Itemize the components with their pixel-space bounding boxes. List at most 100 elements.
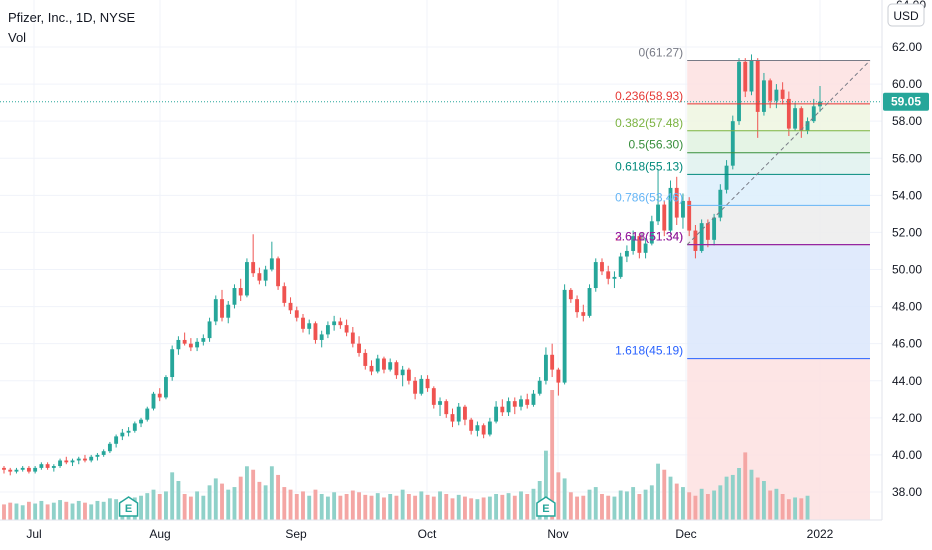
volume-bar bbox=[51, 502, 56, 520]
volume-bar bbox=[662, 469, 667, 520]
candle-body bbox=[487, 421, 492, 435]
candle-body bbox=[500, 406, 505, 413]
volume-bar bbox=[749, 469, 754, 520]
candle-body bbox=[307, 323, 312, 329]
candle-body bbox=[226, 304, 231, 318]
price-axis[interactable]: 38.00 40.00 42.00 44.00 46.00 48.00 50.00 52.00… bbox=[892, 40, 922, 499]
candle-body bbox=[251, 262, 256, 274]
currency-button[interactable]: USD bbox=[887, 3, 925, 27]
time-tick-label: Nov bbox=[547, 527, 568, 541]
grid bbox=[0, 0, 882, 520]
candle-body bbox=[301, 317, 305, 329]
candle-body bbox=[350, 332, 355, 344]
candle-body bbox=[724, 165, 729, 190]
candle-body bbox=[519, 399, 523, 407]
candle-body bbox=[450, 414, 455, 422]
candle-body bbox=[481, 425, 486, 435]
candlesticks bbox=[2, 54, 822, 476]
candle-body bbox=[176, 339, 181, 350]
fib-level-label: 1.618(45.19) bbox=[615, 344, 683, 358]
candle-body bbox=[132, 423, 137, 431]
time-tick-label: Dec bbox=[675, 527, 696, 541]
volume-bar bbox=[668, 476, 673, 520]
candle-body bbox=[637, 236, 642, 253]
candle-body bbox=[245, 262, 249, 296]
candle-body bbox=[157, 393, 162, 398]
volume-bar bbox=[20, 505, 25, 520]
volume-bar bbox=[375, 493, 380, 520]
candle-body bbox=[593, 262, 598, 289]
volume-bar bbox=[481, 497, 486, 520]
volume-bar bbox=[618, 490, 623, 520]
volume-bar bbox=[288, 489, 293, 520]
volume-bar bbox=[543, 450, 548, 520]
volume-bar bbox=[282, 487, 287, 520]
volume-bar bbox=[145, 493, 150, 520]
candle-body bbox=[170, 349, 175, 378]
volume-bar bbox=[195, 491, 200, 520]
volume-bar bbox=[276, 474, 281, 520]
candle-body bbox=[780, 89, 785, 99]
candle-body bbox=[587, 288, 592, 316]
candle-body bbox=[556, 369, 561, 383]
candle-body bbox=[126, 430, 131, 433]
candle-body bbox=[805, 121, 810, 131]
candle-body bbox=[768, 80, 773, 101]
volume-bar bbox=[58, 500, 62, 520]
candle-body bbox=[631, 236, 636, 251]
candle-body bbox=[139, 419, 143, 424]
candle-body bbox=[749, 59, 754, 92]
volume-bar bbox=[251, 469, 256, 520]
volume-bar bbox=[487, 496, 492, 520]
price-tick-label: 54.00 bbox=[892, 188, 922, 202]
volume-bar bbox=[83, 502, 87, 520]
volume-bar bbox=[687, 492, 692, 520]
candle-body bbox=[494, 406, 499, 422]
volume-bar bbox=[363, 494, 368, 520]
volume-bar bbox=[294, 494, 299, 520]
candle-body bbox=[687, 200, 692, 231]
fib-band bbox=[687, 60, 870, 104]
volume-bar bbox=[494, 494, 499, 520]
price-tick-label: 40.00 bbox=[892, 448, 922, 462]
candle-body bbox=[294, 310, 299, 318]
candle-body bbox=[456, 406, 461, 422]
volume-bar bbox=[319, 494, 324, 520]
volume-bar bbox=[631, 487, 636, 520]
candle-body bbox=[164, 377, 168, 398]
volume-bar bbox=[550, 390, 555, 520]
candle-body bbox=[76, 458, 81, 461]
candle-body bbox=[313, 323, 318, 340]
time-axis[interactable]: Jul Aug Sep Oct Nov Dec 2022 bbox=[26, 527, 833, 541]
volume-bar bbox=[182, 494, 187, 520]
volume-bar bbox=[519, 491, 523, 520]
candle-body bbox=[730, 121, 735, 166]
candle-body bbox=[600, 262, 604, 272]
candle-body bbox=[51, 466, 56, 468]
volume-bar bbox=[705, 494, 710, 520]
volume-bar bbox=[45, 504, 50, 520]
volume-bar bbox=[575, 496, 579, 520]
candle-body bbox=[419, 378, 424, 394]
candle-body bbox=[83, 458, 87, 461]
candle-body bbox=[107, 443, 112, 452]
candle-body bbox=[581, 312, 586, 316]
currency-label: USD bbox=[893, 9, 919, 23]
candle-body bbox=[363, 352, 368, 366]
candle-body bbox=[400, 369, 405, 376]
volume-bar bbox=[413, 495, 418, 520]
earnings-label: E bbox=[542, 503, 549, 515]
candle-body bbox=[394, 362, 399, 376]
volume-bar bbox=[257, 481, 262, 520]
volume-bar bbox=[450, 498, 455, 520]
fibonacci-retracement[interactable] bbox=[687, 60, 870, 520]
volume-bar bbox=[531, 488, 536, 520]
price-tick-label: 62.00 bbox=[892, 40, 922, 54]
fib-band bbox=[687, 358, 870, 520]
candle-body bbox=[712, 217, 717, 240]
candle-body bbox=[755, 59, 760, 112]
candle-body bbox=[369, 365, 374, 372]
price-tick-label: 58.00 bbox=[892, 114, 922, 128]
volume-bar bbox=[213, 478, 218, 520]
